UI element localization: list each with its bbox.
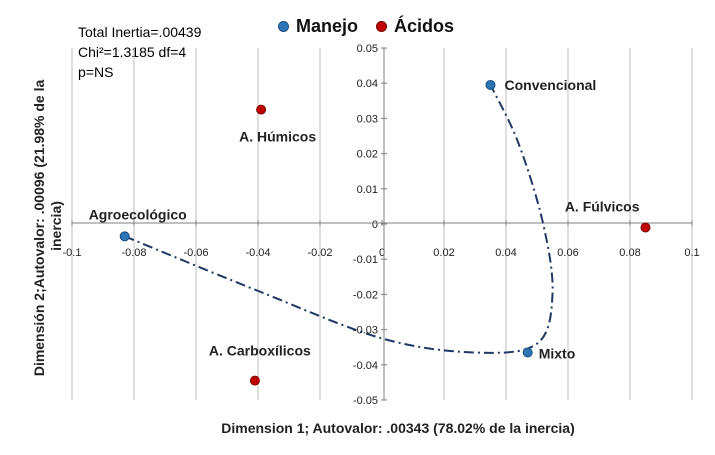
dash-dot-curve — [124, 84, 554, 354]
y-tick-label: -0.04 — [353, 360, 378, 372]
point-agroecologico — [119, 231, 130, 242]
total-inertia-text: Total Inertia=.00439 — [78, 24, 202, 40]
y-tick-label: -0.05 — [353, 395, 378, 407]
y-tick-label: 0 — [372, 219, 378, 231]
y-axis-title-line2: inercia) — [48, 201, 64, 251]
y-tick-label: 0.04 — [357, 78, 378, 90]
data-points: Agroecológico Convencional Mixto A. Húmicos… — [89, 77, 651, 386]
point-label-mixto: Mixto — [539, 345, 576, 361]
stats-box: Total Inertia=.00439 Chi²=1.3185 df=4 p=… — [78, 22, 201, 82]
annotation-curve — [124, 84, 554, 354]
x-tick-label: 0.1 — [684, 247, 699, 259]
y-tick-label: -0.03 — [353, 325, 378, 337]
legend-label-manejo: Manejo — [296, 16, 359, 36]
point-a-humicos — [256, 104, 267, 115]
legend-marker-acidos — [376, 21, 388, 32]
legend-item-manejo: Manejo — [278, 16, 358, 37]
legend: Manejo Ácidos — [278, 16, 454, 37]
x-tick-label: -0.08 — [121, 247, 146, 259]
x-tick-label: -0.06 — [183, 247, 208, 259]
point-convencional — [485, 79, 496, 90]
y-tick-label: 0.01 — [357, 184, 378, 196]
legend-item-acidos: Ácidos — [376, 16, 454, 37]
x-tick-label: 0.08 — [619, 247, 640, 259]
y-tick-label: 0.05 — [357, 43, 378, 55]
point-a-carboxilicos — [249, 375, 260, 386]
x-tick-label: 0.02 — [433, 247, 454, 259]
y-tick-label: 0.03 — [357, 113, 378, 125]
y-tick-label: 0.02 — [357, 149, 378, 161]
point-label-a-fulvicos: A. Fúlvicos — [565, 199, 640, 215]
legend-marker-manejo — [278, 21, 289, 32]
y-tick-label: -0.01 — [353, 254, 378, 266]
point-mixto — [522, 347, 533, 358]
legend-label-acidos: Ácidos — [394, 16, 455, 36]
x-tick-label: 0.04 — [495, 247, 516, 259]
point-label-agroecologico: Agroecológico — [89, 206, 187, 222]
y-axis-title: Dimensión 2;Autovalor: .00096 (21.98% de… — [31, 76, 64, 376]
point-label-a-carboxilicos: A. Carboxílicos — [209, 343, 311, 359]
x-tick-label: -0.1 — [63, 247, 82, 259]
p-value-text: p=NS — [78, 64, 114, 80]
point-label-a-humicos: A. Húmicos — [239, 129, 316, 145]
axes: -0.1 -0.08 -0.06 -0.04 -0.02 0 0.02 0.04 0.06 0.0… — [63, 43, 700, 407]
x-tick-label: 0.06 — [557, 247, 578, 259]
x-tick-label: -0.02 — [307, 247, 332, 259]
x-axis-title: Dimension 1; Autovalor: .00343 (78.02% d… — [221, 420, 575, 436]
x-tick-label: 0 — [379, 247, 385, 259]
y-axis-title-line1: Dimensión 2;Autovalor: .00096 (21.98% de… — [31, 80, 47, 377]
point-a-fulvicos — [640, 222, 651, 233]
x-tick-label: -0.04 — [245, 247, 270, 259]
chi-square-text: Chi²=1.3185 df=4 — [78, 44, 187, 60]
y-tick-label: -0.02 — [353, 289, 378, 301]
point-label-convencional: Convencional — [505, 77, 597, 93]
